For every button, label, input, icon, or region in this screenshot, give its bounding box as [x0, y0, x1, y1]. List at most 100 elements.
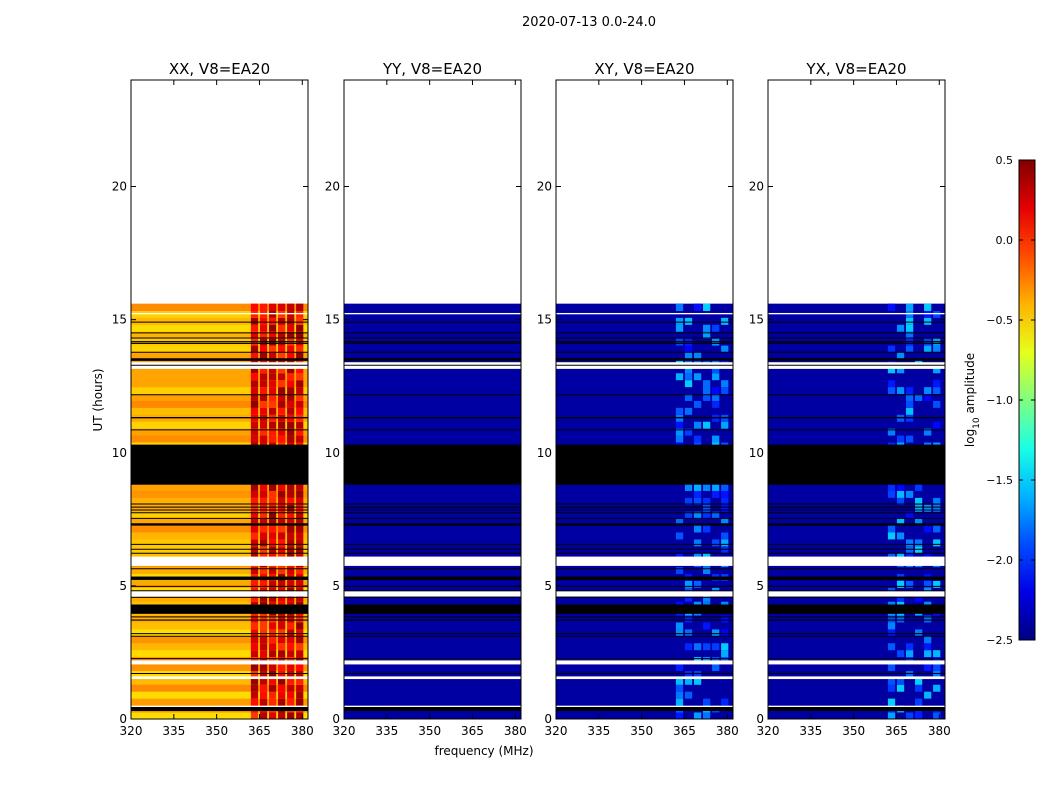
heatmap-cell [721, 421, 729, 429]
heatmap-cell [887, 552, 896, 561]
heatmap-cell [703, 622, 711, 630]
heatmap [768, 303, 945, 720]
flag-gap [131, 660, 308, 665]
heatmap-cell [250, 594, 259, 602]
x-tick-label: 365 [248, 724, 271, 738]
heatmap-cell [905, 539, 914, 547]
colorbar-tick-label: 0.5 [996, 154, 1014, 167]
heatmap-cell [296, 698, 304, 706]
heatmap-cell [896, 435, 905, 443]
heatmap-cell [344, 365, 521, 374]
heatmap-cell [268, 372, 277, 381]
heatmap-cell [131, 677, 308, 685]
heatmap-cell [287, 393, 295, 401]
heatmap-cell [905, 400, 914, 408]
heatmap-cell [712, 435, 720, 443]
heatmap-cell [278, 421, 286, 429]
heatmap-cell [278, 504, 286, 512]
flag-gap [556, 591, 733, 597]
heatmap-cell [344, 656, 521, 665]
heatmap-cell [924, 317, 932, 325]
heatmap-cell [287, 642, 295, 651]
heatmap-cell [344, 684, 521, 692]
heatmap-cell [259, 642, 268, 651]
heatmap-cell [896, 594, 905, 602]
heatmap-cell [259, 594, 268, 602]
heatmap-cell [684, 670, 693, 678]
heatmap-cell [768, 386, 945, 395]
heatmap-cell [721, 615, 729, 623]
heatmap-cell [278, 490, 286, 498]
heatmap-cell [131, 656, 308, 665]
heatmap-cell [887, 615, 896, 623]
heatmap-cell [887, 629, 896, 637]
heatmap-cell [250, 677, 259, 685]
y-tick-label: 20 [537, 180, 552, 194]
colorbar-tick-label: 0.0 [996, 234, 1014, 247]
panel-title: XY, V8=EA20 [594, 60, 694, 78]
heatmap-cell [259, 684, 268, 692]
heatmap-cell [768, 490, 945, 498]
flag-masked [131, 576, 308, 580]
heatmap-cell [924, 580, 932, 588]
heatmap-cell [287, 324, 295, 332]
heatmap-cell [131, 372, 308, 381]
flag-masked [556, 444, 733, 485]
heatmap-cell [296, 490, 304, 498]
heatmap-cell [296, 615, 304, 623]
heatmap-cell [675, 428, 684, 436]
heatmap-cell [703, 483, 711, 491]
heatmap-cell [296, 642, 304, 651]
heatmap-cell [675, 421, 684, 429]
x-tick-label: 320 [333, 724, 356, 738]
heatmap-cell [768, 352, 945, 360]
heatmap-cell [693, 539, 702, 547]
heatmap-cell [556, 483, 733, 491]
heatmap-cell [131, 386, 308, 395]
heatmap-cell [905, 386, 914, 395]
heatmap-cell [250, 698, 259, 706]
heatmap-cell [296, 497, 304, 505]
heatmap-cell [268, 663, 277, 671]
heatmap-cell [278, 698, 286, 706]
heatmap-cell [287, 365, 295, 374]
heatmap-cell [296, 539, 304, 547]
heatmap-cell [287, 407, 295, 415]
colorbar-tick-label: −1.0 [986, 394, 1013, 407]
heatmap-cell [905, 331, 914, 339]
heatmap-cell [684, 407, 693, 415]
heatmap-cell [344, 649, 521, 658]
heatmap-cell [268, 421, 277, 429]
heatmap-cell [684, 691, 693, 699]
heatmap-cell [344, 712, 521, 720]
heatmap-cell [556, 552, 733, 561]
heatmap-cell [259, 504, 268, 512]
heatmap-cell [712, 642, 720, 651]
heatmap-cell [693, 511, 702, 519]
heatmap-cell [703, 552, 711, 561]
heatmap-cell [296, 518, 304, 526]
heatmap-cell [296, 670, 304, 678]
heatmap-cell [344, 393, 521, 401]
heatmap-cell [268, 428, 277, 436]
heatmap-cell [693, 352, 702, 360]
heatmap-cell [693, 303, 702, 311]
heatmap-cell [703, 497, 711, 505]
heatmap-cell [296, 345, 304, 353]
heatmap-cell [887, 622, 896, 630]
heatmap-cell [268, 539, 277, 547]
heatmap-cell [259, 352, 268, 360]
heatmap-cell [296, 552, 304, 561]
heatmap-cell [250, 580, 259, 588]
y-tick-label: 0 [544, 712, 552, 726]
y-tick-label: 5 [332, 579, 340, 593]
heatmap-cell [296, 400, 304, 408]
heatmap-cell [768, 712, 945, 720]
heatmap-cell [131, 393, 308, 401]
y-tick-label: 20 [112, 180, 127, 194]
panel-title: YX, V8=EA20 [805, 60, 906, 78]
heatmap-cell [721, 490, 729, 498]
heatmap-cell [268, 324, 277, 332]
flag-gap [556, 312, 733, 315]
heatmap-cell [556, 511, 733, 519]
